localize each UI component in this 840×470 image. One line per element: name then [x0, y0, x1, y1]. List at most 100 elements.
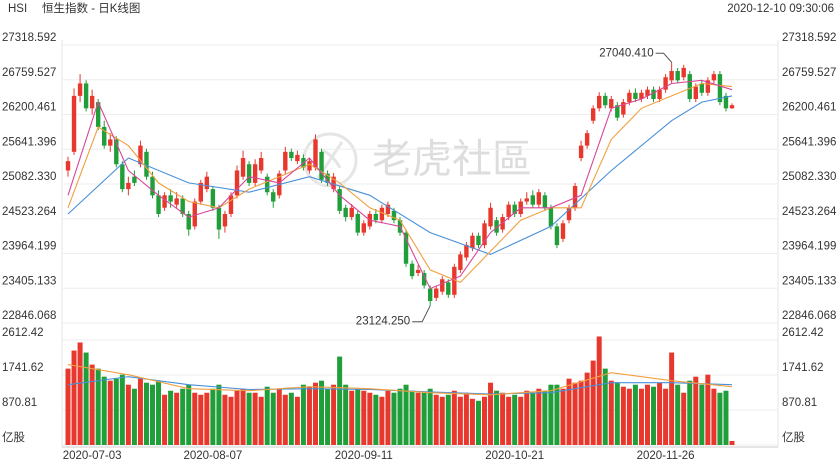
candle-body [240, 158, 246, 177]
candle-body [675, 71, 680, 81]
candle-body [470, 235, 475, 249]
volume-bar [240, 388, 246, 445]
volume-tick-label-left: 1741.62 [2, 362, 44, 374]
volume-bar [403, 384, 409, 445]
volume-bar [530, 392, 536, 445]
volume-bar [693, 376, 699, 445]
volume-bar [415, 392, 421, 445]
volume-bar [222, 394, 228, 445]
volume-bar [385, 390, 391, 445]
volume-bar [162, 394, 168, 445]
candle-body [681, 67, 686, 78]
volume-bar [282, 394, 288, 445]
volume-bar [192, 392, 198, 445]
volume-bar [626, 388, 632, 445]
candle-body [325, 173, 330, 183]
volume-bar [355, 388, 361, 445]
volume-bar [572, 382, 578, 445]
volume-bar [638, 388, 644, 445]
candle-body [246, 164, 252, 183]
x-tick-label: 2020-07-03 [63, 450, 122, 462]
price-tick-label-left: 26200.461 [2, 102, 56, 114]
candle-body [452, 266, 457, 295]
volume-bar [168, 390, 174, 445]
candle-body [180, 198, 185, 214]
candle-body [234, 170, 240, 196]
volume-tick-label-left: 870.81 [2, 397, 37, 409]
volume-bar [723, 390, 729, 445]
candle-body [132, 176, 137, 183]
volume-bar [343, 384, 349, 445]
volume-bar [89, 364, 95, 445]
price-tick-label-right: 26759.527 [782, 67, 836, 79]
volume-bar [687, 380, 693, 445]
candle-body [379, 207, 385, 221]
candle-body [536, 192, 542, 205]
candle-body [222, 213, 228, 227]
candle-body [114, 139, 119, 165]
volume-bar [512, 394, 518, 445]
volume-bar [391, 392, 397, 445]
candle-body [609, 98, 614, 109]
candle-body [440, 279, 445, 292]
volume-bar [264, 386, 270, 445]
volume-bar [560, 388, 566, 445]
volume-bar [252, 392, 258, 445]
volume-bar [620, 386, 626, 445]
volume-bar [373, 394, 379, 445]
volume-bar [77, 342, 83, 445]
x-tick-label: 2020-08-07 [183, 450, 242, 462]
volume-bar [699, 384, 705, 445]
volume-bar [500, 392, 506, 445]
price-tick-label-left: 27318.592 [2, 32, 56, 44]
volume-bar [657, 382, 663, 445]
candle-body [126, 182, 131, 190]
volume-bar [614, 382, 620, 445]
timestamp: 2020-12-10 09:30:06 [727, 3, 834, 15]
price-tick-label-right: 22846.068 [782, 310, 836, 322]
price-tick-label-left: 25082.330 [2, 171, 56, 183]
candle-body [138, 145, 143, 165]
volume-bar [150, 384, 156, 445]
volume-bar [204, 392, 210, 445]
volume-tick-label-right: 1741.62 [782, 362, 824, 374]
volume-bar [717, 392, 723, 445]
candle-body [530, 195, 535, 205]
volume-tick-label-left: 2612.42 [2, 327, 44, 339]
volume-tick-label-right: 2612.42 [782, 327, 824, 339]
annotation: 27040.410 [599, 47, 653, 59]
candle-body [391, 210, 397, 221]
volume-bar [246, 392, 252, 445]
candle-body [663, 77, 668, 90]
volume-bar [216, 384, 222, 445]
candle-body [572, 186, 578, 208]
x-tick-label: 2020-09-11 [335, 450, 393, 462]
volume-bar [379, 396, 385, 445]
candle-body [162, 195, 167, 208]
candle-body [488, 207, 493, 227]
volume-bar [234, 390, 240, 445]
price-tick-label-left: 23405.133 [2, 275, 56, 287]
annotation-leader [412, 305, 431, 323]
candle-body [331, 176, 336, 190]
candle-body [669, 71, 674, 81]
candle-body [319, 151, 324, 180]
candle-body [415, 269, 421, 274]
candle-body [621, 102, 626, 115]
candle-body [95, 102, 101, 127]
candle-body [144, 151, 149, 177]
volume-bar [294, 396, 300, 445]
volume-bar [180, 388, 186, 445]
volume-bar [542, 390, 548, 445]
candle-body [295, 154, 300, 162]
price-tick-label-left: 26759.527 [2, 67, 56, 79]
candle-body [651, 89, 656, 99]
candle-body [446, 282, 451, 295]
price-tick-label-right: 25641.396 [782, 136, 836, 148]
candle-body [464, 245, 469, 258]
price-tick-label-left: 24523.264 [2, 206, 57, 218]
volume-bar [554, 384, 560, 445]
volume-bar [337, 356, 343, 445]
volume-tick-label-left: 亿股 [2, 431, 25, 444]
